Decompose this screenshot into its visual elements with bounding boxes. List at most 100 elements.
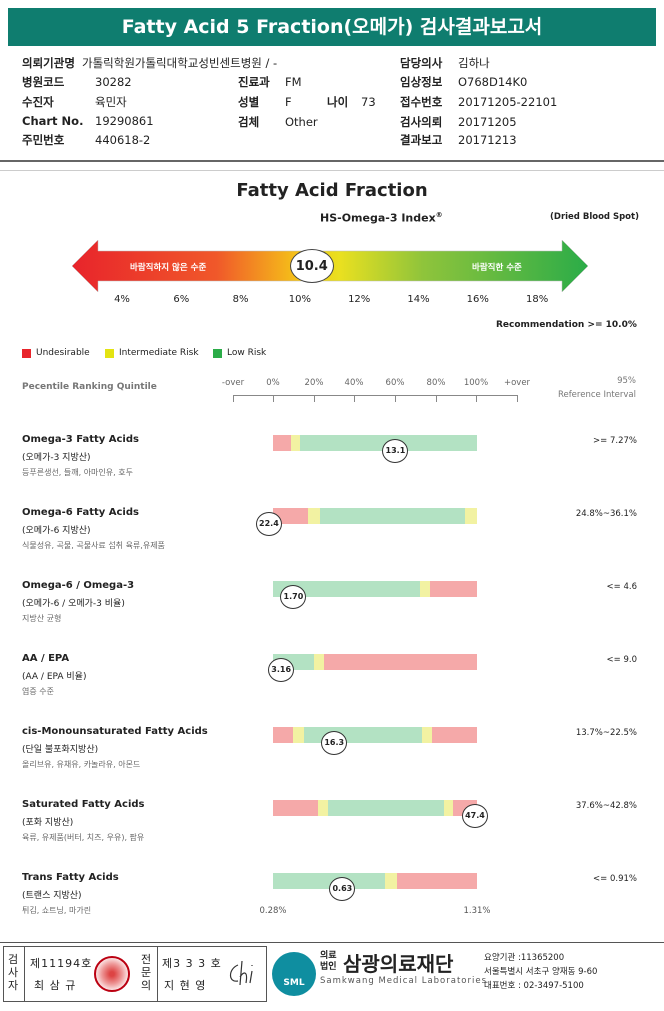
row-description: 지방산 균형	[22, 614, 62, 623]
department-row: 진료과 FM	[238, 75, 302, 89]
row-title: Omega-6 / Omega-3	[22, 580, 135, 591]
low-risk-swatch	[213, 348, 222, 358]
age-row: 나이 73	[327, 95, 376, 109]
percentile-bar	[273, 654, 477, 670]
bar-segment	[291, 435, 300, 451]
bar-segment	[444, 800, 453, 816]
bar-segment	[432, 727, 477, 743]
percentile-bar	[273, 581, 477, 597]
row-description: 튀김, 쇼트닝, 마가린	[22, 906, 92, 915]
bar-segment	[319, 508, 465, 524]
institution-name: 삼광의료재단	[343, 952, 454, 976]
clinical-value: O768D14K0	[458, 75, 528, 89]
row-description: 올리브유, 유채유, 카놀라유, 아몬드	[22, 760, 141, 769]
row-description: 육류, 유제품(버터, 치즈, 우유), 팜유	[22, 833, 145, 842]
specimen-note: (Dried Blood Spot)	[550, 212, 639, 222]
row-subtitle: (트랜스 지방산)	[22, 891, 82, 901]
axis-label: +over	[503, 378, 531, 388]
omega-index-label: HS-Omega-3 Index®	[320, 211, 443, 225]
row-subtitle: (포화 지방산)	[22, 818, 74, 828]
bar-segment	[385, 873, 398, 889]
specialist-name: 지 현 영	[164, 979, 207, 992]
reference-interval: 13.7%~22.5%	[575, 728, 637, 738]
footer-divider	[0, 942, 664, 943]
undesirable-level-text: 바람직하지 않은 수준	[130, 263, 207, 273]
legend-low-risk: Low Risk	[213, 348, 266, 358]
request-row: 검사의뢰 20171205	[400, 115, 517, 129]
intermediate-swatch	[105, 348, 114, 358]
bar-segment	[313, 654, 324, 670]
doctor-row: 담당의사 김하나	[400, 56, 490, 70]
bar-segment	[397, 873, 477, 889]
sex-value: F	[285, 95, 292, 109]
scale-label: 10%	[288, 294, 312, 305]
institution-code: 요양기관 :11365200	[484, 953, 565, 963]
clinical-row: 임상정보 O768D14K0	[400, 75, 528, 89]
value-marker: 13.1	[382, 439, 409, 463]
row-title: Omega-6 Fatty Acids	[22, 507, 139, 518]
row-subtitle: (AA / EPA 비율)	[22, 672, 87, 682]
axis-label: 60%	[385, 378, 405, 388]
row-subtitle: (오메가-3 지방산)	[22, 453, 91, 463]
row-description: 등푸른생선, 들깨, 아마인유, 호두	[22, 468, 133, 477]
value-marker: 47.4	[461, 804, 488, 828]
axis-tick	[273, 395, 274, 402]
hospital-code-row: 병원코드 30282	[22, 75, 132, 89]
axis-label: 20%	[304, 378, 324, 388]
bar-segment	[328, 800, 445, 816]
row-title: Omega-3 Fatty Acids	[22, 434, 139, 445]
axis-tick	[233, 395, 234, 402]
chart-value: 19290861	[95, 114, 154, 128]
value-marker: 16.3	[321, 731, 348, 755]
results-panel	[0, 170, 664, 940]
scale-label: 18%	[525, 294, 549, 305]
specialist-label: 전문의	[140, 953, 152, 992]
legend-undesirable: Undesirable	[22, 348, 90, 358]
institution-address: 서울특별시 서초구 양재동 9-60	[484, 967, 598, 977]
patient-row: 수진자 육민자	[22, 95, 127, 109]
axis-label: 100%	[463, 378, 489, 388]
reference-interval: 37.6%~42.8%	[575, 801, 637, 811]
row-title: Trans Fatty Acids	[22, 872, 119, 883]
sex-row: 성별 F	[238, 95, 292, 109]
axis-tick	[354, 395, 355, 402]
scale-label: 6%	[173, 294, 190, 305]
handwritten-signature	[229, 960, 253, 986]
bar-segment	[419, 581, 431, 597]
percentile-bar	[273, 727, 477, 743]
row-subtitle: (단일 불포화지방산)	[22, 745, 99, 755]
axis-tick	[436, 395, 437, 402]
sml-logo: SML	[272, 952, 316, 996]
divider	[0, 160, 664, 162]
report-date-value: 20171213	[458, 133, 517, 147]
scale-label: 16%	[466, 294, 489, 305]
rrn-row: 주민번호 440618-2	[22, 133, 151, 147]
specimen-value: Other	[285, 115, 318, 129]
scale-label: 8%	[232, 294, 249, 305]
bar-segment	[273, 873, 386, 889]
receipt-value: 20171205-22101	[458, 95, 558, 109]
report-title: Fatty Acid 5 Fraction(오메가) 검사결과보고서	[8, 8, 656, 46]
value-marker: 0.63	[329, 877, 356, 901]
receipt-row: 접수번호 20171205-22101	[400, 95, 558, 109]
hospital-code-value: 30282	[95, 75, 132, 89]
ranking-label: Pecentile Ranking Quintile	[22, 382, 157, 392]
row-title: AA / EPA	[22, 653, 70, 664]
axis-label: 80%	[426, 378, 446, 388]
corp-label: 의료 법인	[320, 951, 337, 972]
fraction-title: Fatty Acid Fraction	[236, 180, 428, 201]
axis-label: 40%	[344, 378, 364, 388]
age-value: 73	[361, 95, 376, 109]
department-value: FM	[285, 75, 302, 89]
bar-segment	[317, 800, 329, 816]
bar-segment	[464, 508, 477, 524]
signature-box: 검사자 제11194호 최 삼 규 전문의 제3 3 3 호 지 현 영	[3, 946, 267, 1002]
bar-segment	[273, 727, 294, 743]
percentile-bar	[273, 508, 477, 524]
value-marker: 22.4	[255, 512, 282, 536]
bar-segment	[273, 435, 292, 451]
omega-index-arrow: 바람직하지 않은 수준 바람직한 수준 10.4	[71, 239, 589, 293]
institution-row: 의뢰기관명 가톨릭학원가톨릭대학교성빈센트병원 / -	[22, 56, 278, 70]
bar-segment	[421, 727, 433, 743]
row-subtitle: (오메가-6 / 오메가-3 비율)	[22, 599, 125, 609]
